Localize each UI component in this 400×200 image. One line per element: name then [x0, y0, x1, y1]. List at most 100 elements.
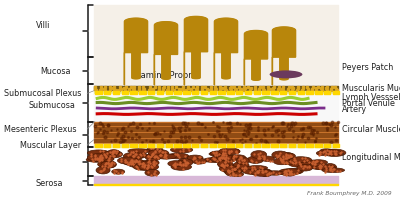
Ellipse shape	[216, 155, 238, 160]
Ellipse shape	[316, 151, 328, 156]
Ellipse shape	[92, 154, 105, 160]
Ellipse shape	[233, 161, 249, 169]
Ellipse shape	[123, 158, 144, 166]
Text: Mesenteric Plexus: Mesenteric Plexus	[4, 124, 76, 134]
Ellipse shape	[280, 169, 296, 176]
Ellipse shape	[281, 153, 294, 159]
Ellipse shape	[218, 161, 233, 167]
Ellipse shape	[131, 152, 148, 158]
Text: Lymph Vesssel: Lymph Vesssel	[342, 94, 400, 102]
Ellipse shape	[315, 165, 336, 170]
Ellipse shape	[288, 160, 310, 167]
Text: Circular Muscle: Circular Muscle	[342, 126, 400, 134]
Ellipse shape	[260, 169, 272, 177]
Ellipse shape	[87, 150, 110, 156]
Ellipse shape	[231, 155, 246, 160]
Text: Serosa: Serosa	[36, 178, 64, 188]
Polygon shape	[124, 18, 148, 85]
Text: Villi: Villi	[36, 21, 50, 30]
Text: Portal Venule: Portal Venule	[342, 99, 395, 108]
Ellipse shape	[108, 150, 120, 155]
Ellipse shape	[209, 152, 229, 156]
Text: Peyers Patch: Peyers Patch	[342, 62, 393, 72]
Ellipse shape	[322, 168, 344, 173]
Ellipse shape	[218, 161, 229, 168]
Text: Longitudinal Muscle: Longitudinal Muscle	[342, 152, 400, 162]
Ellipse shape	[128, 160, 144, 167]
Ellipse shape	[303, 160, 319, 165]
Ellipse shape	[322, 150, 341, 155]
Ellipse shape	[282, 153, 295, 159]
Ellipse shape	[144, 160, 159, 166]
Ellipse shape	[309, 160, 328, 165]
Ellipse shape	[145, 169, 159, 176]
Ellipse shape	[222, 149, 240, 154]
Ellipse shape	[320, 149, 333, 154]
Ellipse shape	[264, 171, 284, 175]
Ellipse shape	[310, 163, 326, 169]
Ellipse shape	[136, 160, 158, 165]
Ellipse shape	[290, 157, 312, 163]
Ellipse shape	[148, 152, 160, 159]
Text: Frank Boumphrey M.D. 2009: Frank Boumphrey M.D. 2009	[307, 191, 392, 196]
Ellipse shape	[219, 148, 240, 155]
Ellipse shape	[247, 156, 264, 163]
Ellipse shape	[139, 163, 158, 171]
Ellipse shape	[187, 155, 203, 160]
Ellipse shape	[223, 167, 242, 175]
Ellipse shape	[86, 157, 108, 162]
Ellipse shape	[210, 151, 226, 156]
Ellipse shape	[176, 160, 189, 167]
Ellipse shape	[96, 156, 114, 162]
Ellipse shape	[204, 158, 222, 162]
Ellipse shape	[98, 161, 116, 168]
Ellipse shape	[171, 163, 192, 170]
Ellipse shape	[118, 157, 138, 164]
Ellipse shape	[282, 159, 298, 165]
Ellipse shape	[272, 151, 288, 159]
Ellipse shape	[252, 169, 273, 176]
Text: Muscularis Mucosa: Muscularis Mucosa	[342, 84, 400, 93]
Ellipse shape	[145, 154, 161, 161]
Ellipse shape	[324, 164, 337, 171]
Ellipse shape	[210, 155, 230, 163]
Ellipse shape	[192, 158, 206, 164]
Ellipse shape	[133, 162, 152, 170]
Ellipse shape	[215, 155, 236, 163]
Ellipse shape	[236, 157, 249, 165]
Ellipse shape	[122, 159, 141, 164]
Text: Artery: Artery	[342, 106, 367, 114]
Text: Mucosa: Mucosa	[40, 68, 70, 76]
Ellipse shape	[170, 146, 193, 153]
Ellipse shape	[226, 169, 237, 176]
Ellipse shape	[227, 164, 250, 172]
Ellipse shape	[284, 170, 296, 176]
Polygon shape	[244, 30, 268, 85]
Text: Lamina Propria: Lamina Propria	[136, 71, 200, 79]
Ellipse shape	[100, 152, 117, 159]
Ellipse shape	[168, 161, 184, 167]
Ellipse shape	[297, 165, 313, 171]
Ellipse shape	[151, 152, 168, 158]
Polygon shape	[184, 16, 208, 85]
Ellipse shape	[230, 172, 244, 177]
Text: Muscular Layer: Muscular Layer	[20, 140, 81, 149]
Ellipse shape	[106, 151, 122, 158]
Polygon shape	[154, 22, 178, 85]
Ellipse shape	[168, 153, 189, 159]
Ellipse shape	[99, 161, 116, 168]
Ellipse shape	[101, 161, 116, 168]
Ellipse shape	[128, 149, 150, 153]
Ellipse shape	[274, 158, 290, 165]
Ellipse shape	[147, 147, 163, 152]
Ellipse shape	[323, 149, 346, 156]
Text: Submucosal Plexus: Submucosal Plexus	[4, 88, 81, 98]
Polygon shape	[272, 27, 296, 85]
Ellipse shape	[178, 158, 193, 166]
Ellipse shape	[136, 162, 158, 166]
Ellipse shape	[155, 154, 177, 159]
Ellipse shape	[87, 154, 108, 161]
Ellipse shape	[279, 169, 302, 175]
Ellipse shape	[123, 152, 143, 160]
Ellipse shape	[242, 167, 265, 175]
